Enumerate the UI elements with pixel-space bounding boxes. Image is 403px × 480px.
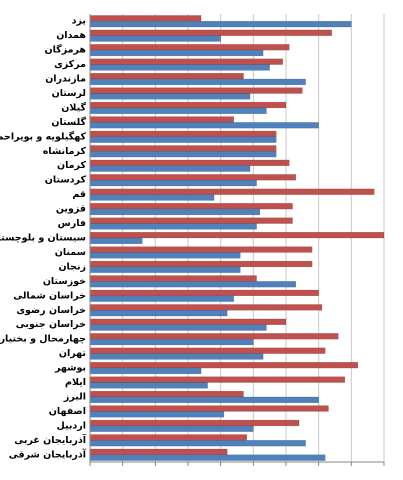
category-label: بوشهر: [54, 363, 86, 374]
category-label: اصفهان: [49, 406, 86, 417]
bar: [89, 382, 208, 389]
category-label: مرکزی: [54, 59, 86, 70]
category-label: خراسان جنوبی: [16, 319, 86, 330]
bar: [89, 237, 143, 245]
category-label: گیلان: [61, 101, 86, 113]
bar: [89, 29, 332, 36]
category-label: مازندران: [45, 74, 86, 85]
bar: [89, 145, 277, 152]
category-label: زنجان: [58, 261, 86, 272]
bar: [89, 411, 225, 418]
category-label: سیستان و بلوچستان: [0, 233, 86, 244]
bar: [89, 333, 339, 340]
bar: [89, 122, 319, 129]
bar: [89, 93, 251, 100]
bar: [89, 78, 306, 86]
category-label: همدان: [56, 30, 86, 41]
category-label: لرستان: [52, 88, 86, 99]
bar: [89, 324, 267, 331]
bar: [89, 217, 293, 224]
bar: [89, 390, 244, 398]
bar: [89, 174, 297, 181]
bar: [89, 362, 359, 369]
bar: [89, 347, 326, 354]
bar: [89, 367, 202, 375]
bar: [89, 434, 248, 441]
bar: [89, 188, 375, 195]
category-label: گلستان: [51, 116, 86, 128]
bar: [89, 405, 329, 412]
category-label: هرمزگان: [45, 44, 87, 56]
bar: [89, 20, 352, 28]
bar: [89, 203, 293, 210]
bar: [89, 130, 277, 138]
bar: [89, 107, 267, 114]
bar: [89, 440, 306, 447]
bar: [89, 275, 257, 282]
category-label: ایلام: [65, 377, 86, 388]
bar: [89, 73, 244, 80]
bar: [89, 310, 228, 317]
bar: [89, 179, 257, 187]
category-label: قم: [72, 189, 86, 200]
category-label: قزوین: [56, 204, 86, 215]
bar: [89, 353, 264, 360]
bar: [89, 338, 254, 346]
bar: [89, 223, 257, 230]
bar: [89, 44, 290, 51]
category-label: سمنان: [55, 247, 86, 258]
bar: [89, 318, 287, 325]
bar: [89, 101, 287, 109]
bar: [89, 425, 254, 432]
category-label: خوزستان: [43, 276, 86, 287]
bar: [89, 376, 346, 383]
bar: [89, 260, 313, 268]
category-label: خراسان شمالی: [13, 290, 86, 301]
category-label: کرمان: [57, 160, 86, 171]
bar: [89, 64, 270, 71]
bar: [89, 194, 215, 201]
bar: [89, 151, 277, 158]
bar: [89, 396, 319, 403]
category-label: آذربایجان غربی: [14, 433, 86, 446]
bar: [89, 15, 202, 22]
bar: [89, 159, 290, 166]
bar: [89, 49, 264, 57]
bar: [89, 289, 319, 297]
bar: [89, 246, 313, 253]
category-label: کهگیلویه و بویراحمد: [0, 130, 86, 142]
bar: [89, 58, 283, 65]
category-label: البرز: [63, 391, 86, 402]
category-label: آذربایجان شرقی: [9, 447, 87, 460]
category-label: خراسان رضوی: [16, 305, 86, 316]
category-label: کردستان: [45, 175, 87, 186]
category-label: کرمانشاه: [43, 146, 87, 157]
bar: [89, 208, 261, 216]
category-label: اردبیل: [56, 420, 86, 431]
category-label: تهران: [59, 348, 86, 359]
bar: [89, 165, 251, 172]
bar: [89, 35, 221, 42]
bar: [89, 295, 234, 302]
bar: [89, 266, 241, 273]
bar: [89, 87, 303, 94]
category-label: فارس: [58, 218, 86, 229]
category-label: چهارمحال و بختیاری: [0, 334, 86, 345]
bar: [89, 454, 326, 461]
bar: [89, 281, 297, 288]
bar: [89, 116, 234, 123]
bar: [89, 252, 241, 259]
bar: [89, 231, 385, 239]
category-label: یزد: [72, 16, 86, 27]
bar: [89, 448, 228, 456]
bar: [89, 419, 300, 427]
bar: [89, 136, 277, 143]
bar: [89, 304, 323, 311]
